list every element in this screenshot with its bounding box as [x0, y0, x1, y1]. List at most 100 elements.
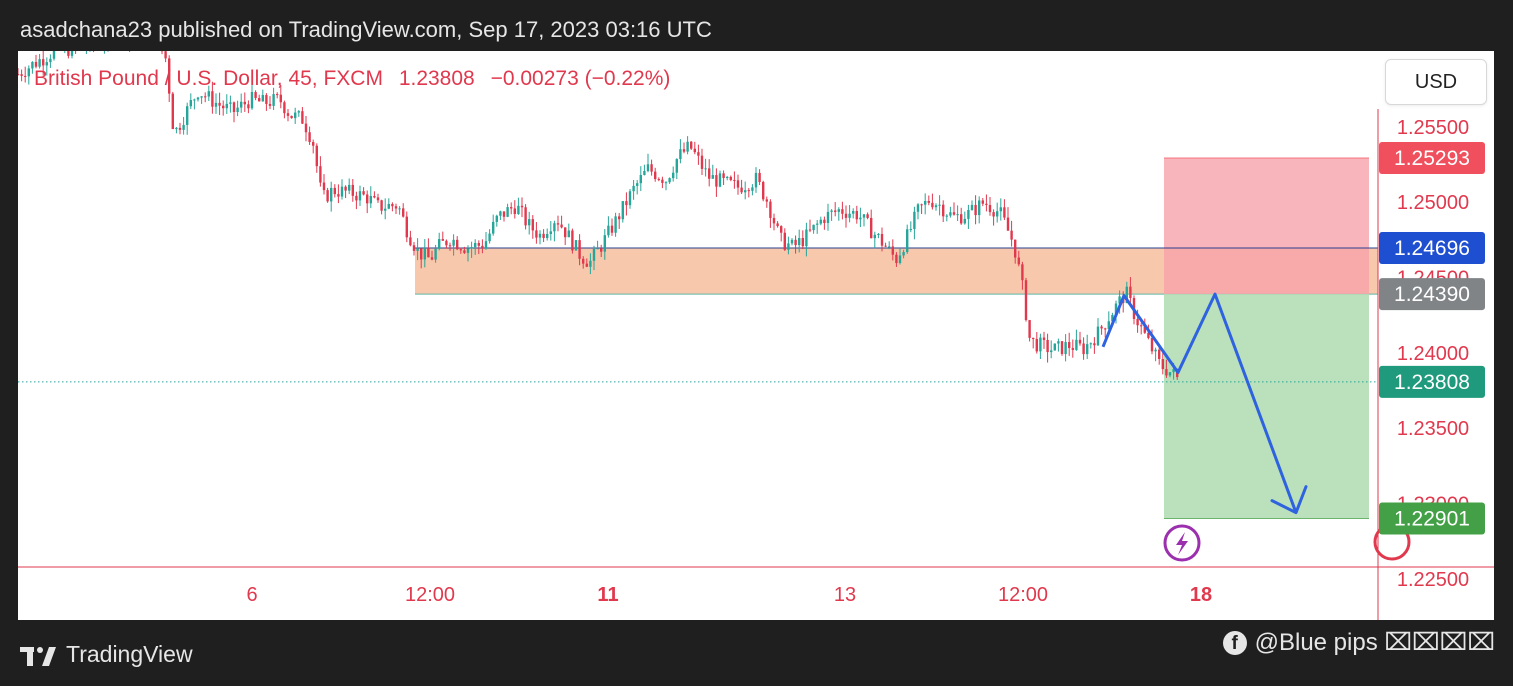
candle-body	[823, 219, 826, 224]
candle	[906, 224, 909, 254]
candle	[790, 238, 794, 246]
candle-body	[452, 239, 455, 246]
price-chart[interactable]: 1.255001.250001.245001.240001.235001.230…	[18, 51, 1494, 620]
candle-body	[916, 204, 920, 212]
candle	[549, 221, 552, 241]
candle-body	[31, 61, 34, 69]
candle	[1006, 207, 1010, 231]
candle-body	[1089, 343, 1092, 345]
chart-panel[interactable]: 1.255001.250001.245001.240001.235001.230…	[18, 51, 1494, 620]
candle-body	[499, 211, 502, 216]
facebook-icon: f	[1222, 631, 1247, 655]
candle	[488, 229, 491, 244]
candle-body	[423, 247, 426, 260]
candle	[1078, 331, 1082, 346]
candle	[70, 51, 74, 59]
currency-button[interactable]: USD	[1385, 59, 1487, 105]
candle-body	[1143, 326, 1146, 333]
candle	[445, 239, 448, 249]
candle-body	[542, 233, 545, 239]
candle-body	[988, 204, 992, 213]
candle	[826, 203, 830, 231]
price-tick-label: 1.24000	[1397, 343, 1469, 365]
candle	[528, 211, 531, 235]
candle-body	[747, 190, 750, 192]
plot-area	[18, 51, 1378, 562]
candle-body	[441, 239, 444, 241]
candle	[513, 200, 516, 219]
candle-body	[459, 249, 462, 251]
candle	[934, 203, 938, 211]
candle-body	[902, 252, 905, 256]
candle	[945, 214, 948, 222]
candle	[819, 216, 822, 226]
candle-body	[603, 235, 606, 252]
candle	[456, 236, 459, 251]
candle	[438, 232, 441, 251]
candle	[808, 219, 812, 233]
candle-body	[481, 245, 484, 249]
candle-body	[466, 248, 470, 253]
candle-body	[924, 201, 927, 205]
candle	[1028, 319, 1031, 342]
candle-body	[376, 197, 380, 201]
candle-body	[906, 229, 909, 253]
candle	[974, 195, 977, 225]
candle-body	[618, 216, 621, 220]
candle-body	[960, 214, 963, 224]
candle	[240, 93, 243, 113]
candle	[189, 93, 192, 110]
candle-body	[204, 96, 207, 98]
candle	[693, 141, 696, 155]
candle-body	[243, 101, 246, 105]
candle	[506, 203, 509, 218]
candle-body	[826, 211, 830, 224]
candle	[1046, 333, 1049, 363]
candle-body	[657, 179, 660, 181]
candle-body	[567, 230, 570, 238]
candle	[18, 68, 20, 76]
price-label-resistance: 1.24696	[1379, 231, 1485, 264]
candle	[495, 214, 498, 227]
candle	[376, 193, 380, 203]
candle	[765, 196, 768, 208]
candle	[650, 159, 653, 176]
candle-body	[520, 205, 524, 208]
candle-body	[1071, 348, 1074, 350]
candle	[988, 197, 992, 216]
candle	[286, 108, 290, 122]
price-label-bg	[1379, 278, 1485, 311]
candle-body	[1057, 341, 1060, 344]
candle-body	[70, 51, 74, 56]
candle	[423, 239, 426, 268]
candle-body	[276, 94, 279, 96]
candle-body	[772, 217, 776, 224]
candle-body	[1129, 286, 1132, 298]
candle-body	[294, 112, 297, 119]
candle-body	[1046, 339, 1049, 353]
candle	[308, 126, 311, 145]
candle	[1017, 250, 1020, 267]
candle-body	[718, 173, 722, 187]
candle	[902, 249, 905, 259]
candle	[636, 180, 639, 195]
candle	[236, 100, 239, 117]
candle-body	[1125, 286, 1128, 304]
candle	[1165, 359, 1168, 378]
candle-body	[862, 214, 866, 218]
candle	[736, 174, 740, 195]
candle-body	[247, 104, 250, 109]
candle	[1024, 277, 1028, 322]
candle-body	[794, 239, 797, 246]
candle	[481, 239, 484, 254]
candle-body	[344, 186, 347, 191]
candle	[405, 211, 408, 243]
candle-body	[855, 210, 858, 220]
candle-body	[866, 214, 869, 218]
candle-body	[434, 248, 437, 260]
candle-body	[700, 155, 704, 169]
publish-info: asadchana23 published on TradingView.com…	[20, 17, 712, 42]
candle	[654, 167, 657, 182]
candle	[168, 55, 171, 102]
candle	[884, 242, 887, 248]
